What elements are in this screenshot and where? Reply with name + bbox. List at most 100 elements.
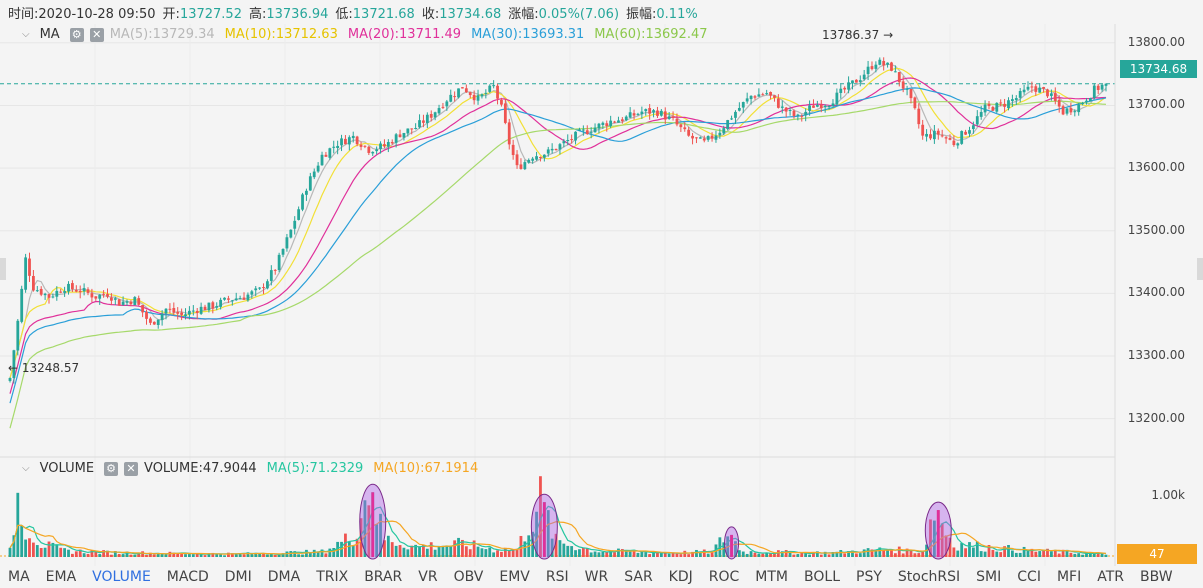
tab-mtm[interactable]: MTM <box>755 569 789 585</box>
price-axis-tick: 13600.00 <box>1127 160 1185 175</box>
volume-bar <box>858 553 862 557</box>
gear-icon[interactable]: ⚙ <box>69 27 84 42</box>
tab-emv[interactable]: EMV <box>499 569 530 585</box>
scroll-right-handle[interactable] <box>1197 258 1203 280</box>
candle-body <box>51 296 55 298</box>
volume-bar <box>184 554 187 557</box>
tab-ema[interactable]: EMA <box>45 569 77 585</box>
chevron-down-icon[interactable]: ⌵ <box>22 29 30 40</box>
candle-body <box>43 293 47 296</box>
tab-mfi[interactable]: MFI <box>1056 569 1082 585</box>
volume-bar <box>1081 554 1084 557</box>
tab-sar[interactable]: SAR <box>624 569 653 585</box>
volume-bar <box>488 547 492 557</box>
volume-bar <box>819 554 823 557</box>
close-icon[interactable]: ✕ <box>124 461 139 476</box>
candle-body <box>804 111 808 116</box>
volume-bar <box>1088 553 1092 557</box>
tab-trix[interactable]: TRIX <box>316 569 349 585</box>
candle-body <box>320 154 324 166</box>
candle-body <box>1092 85 1096 98</box>
candle-body <box>160 313 164 320</box>
volume-bar <box>121 554 125 557</box>
tab-stochrsi[interactable]: StochRSI <box>897 569 961 585</box>
volume-bar <box>63 548 67 557</box>
volume-bar <box>909 550 913 557</box>
candle-body <box>324 154 328 157</box>
low-readout: 低:13721.68 <box>335 6 415 22</box>
chevron-down-icon[interactable]: ⌵ <box>22 463 30 474</box>
volume-bar <box>492 552 496 557</box>
volume-bar <box>601 551 605 557</box>
candle-body <box>749 95 753 100</box>
volume-bar <box>695 549 698 557</box>
gear-icon[interactable]: ⚙ <box>104 461 119 476</box>
ma30-label: MA(30):13693.31 <box>471 27 585 42</box>
candle-body <box>593 127 597 133</box>
price-axis-tick: 13200.00 <box>1127 410 1185 425</box>
candle-body <box>870 66 874 70</box>
volume-bar <box>59 547 63 557</box>
tab-psy[interactable]: PSY <box>856 569 882 585</box>
candle-body <box>262 287 265 289</box>
volume-bar <box>402 547 406 557</box>
tab-dmi[interactable]: DMI <box>224 569 252 585</box>
candle-body <box>472 94 476 101</box>
volume-bar <box>316 552 320 557</box>
volume-bar <box>835 551 839 557</box>
tab-obv[interactable]: OBV <box>453 569 484 585</box>
candle-body <box>203 306 207 311</box>
candle-body <box>562 141 566 144</box>
candle-body <box>921 124 925 136</box>
volume-bar <box>28 538 31 557</box>
tab-brar[interactable]: BRAR <box>364 569 403 585</box>
tab-dma[interactable]: DMA <box>267 569 301 585</box>
open-readout: 开:13727.52 <box>162 6 242 22</box>
candle-body <box>437 108 441 114</box>
tab-vr[interactable]: VR <box>418 569 438 585</box>
volume-bar <box>1018 552 1022 557</box>
candle-body <box>1073 111 1077 113</box>
candle-body <box>718 132 722 136</box>
candle-body <box>90 293 94 298</box>
tab-volume[interactable]: VOLUME <box>92 569 151 585</box>
candle-body <box>336 145 340 148</box>
candle-body <box>847 82 850 90</box>
tab-macd[interactable]: MACD <box>166 569 209 585</box>
candle-body <box>496 85 499 99</box>
current-volume-badge: 47 <box>1117 544 1197 564</box>
candle-body <box>386 142 390 147</box>
tab-kdj[interactable]: KDJ <box>668 569 693 585</box>
volume-bar <box>780 551 784 557</box>
tab-wr[interactable]: WR <box>584 569 609 585</box>
tab-cci[interactable]: CCI <box>1017 569 1041 585</box>
candle-body <box>948 137 952 140</box>
candle-body <box>905 88 909 90</box>
tab-rsi[interactable]: RSI <box>545 569 569 585</box>
close-icon[interactable]: ✕ <box>89 27 104 42</box>
volume-bar <box>320 549 324 557</box>
tab-ma[interactable]: MA <box>8 569 30 585</box>
candle-body <box>305 190 308 195</box>
volume-bar <box>125 551 129 557</box>
candle-body <box>340 138 343 146</box>
tab-bbw[interactable]: BBW <box>1140 569 1173 585</box>
tab-smi[interactable]: SMI <box>976 569 1002 585</box>
candle-body <box>652 110 655 113</box>
volume-bar <box>652 552 655 557</box>
volume-bar <box>461 539 464 557</box>
candle-body <box>297 209 301 220</box>
candle-body <box>102 293 106 295</box>
volume-bar <box>258 553 262 557</box>
tab-roc[interactable]: ROC <box>708 569 740 585</box>
volume-bar <box>691 551 694 557</box>
candle-body <box>531 158 535 161</box>
volume-bar <box>433 549 437 557</box>
volume-bar <box>86 553 90 557</box>
tab-boll[interactable]: BOLL <box>804 569 840 585</box>
candle-body <box>180 312 184 315</box>
volume-bar <box>149 552 152 557</box>
scroll-left-handle[interactable] <box>0 258 6 280</box>
tab-atr[interactable]: ATR <box>1097 569 1124 585</box>
